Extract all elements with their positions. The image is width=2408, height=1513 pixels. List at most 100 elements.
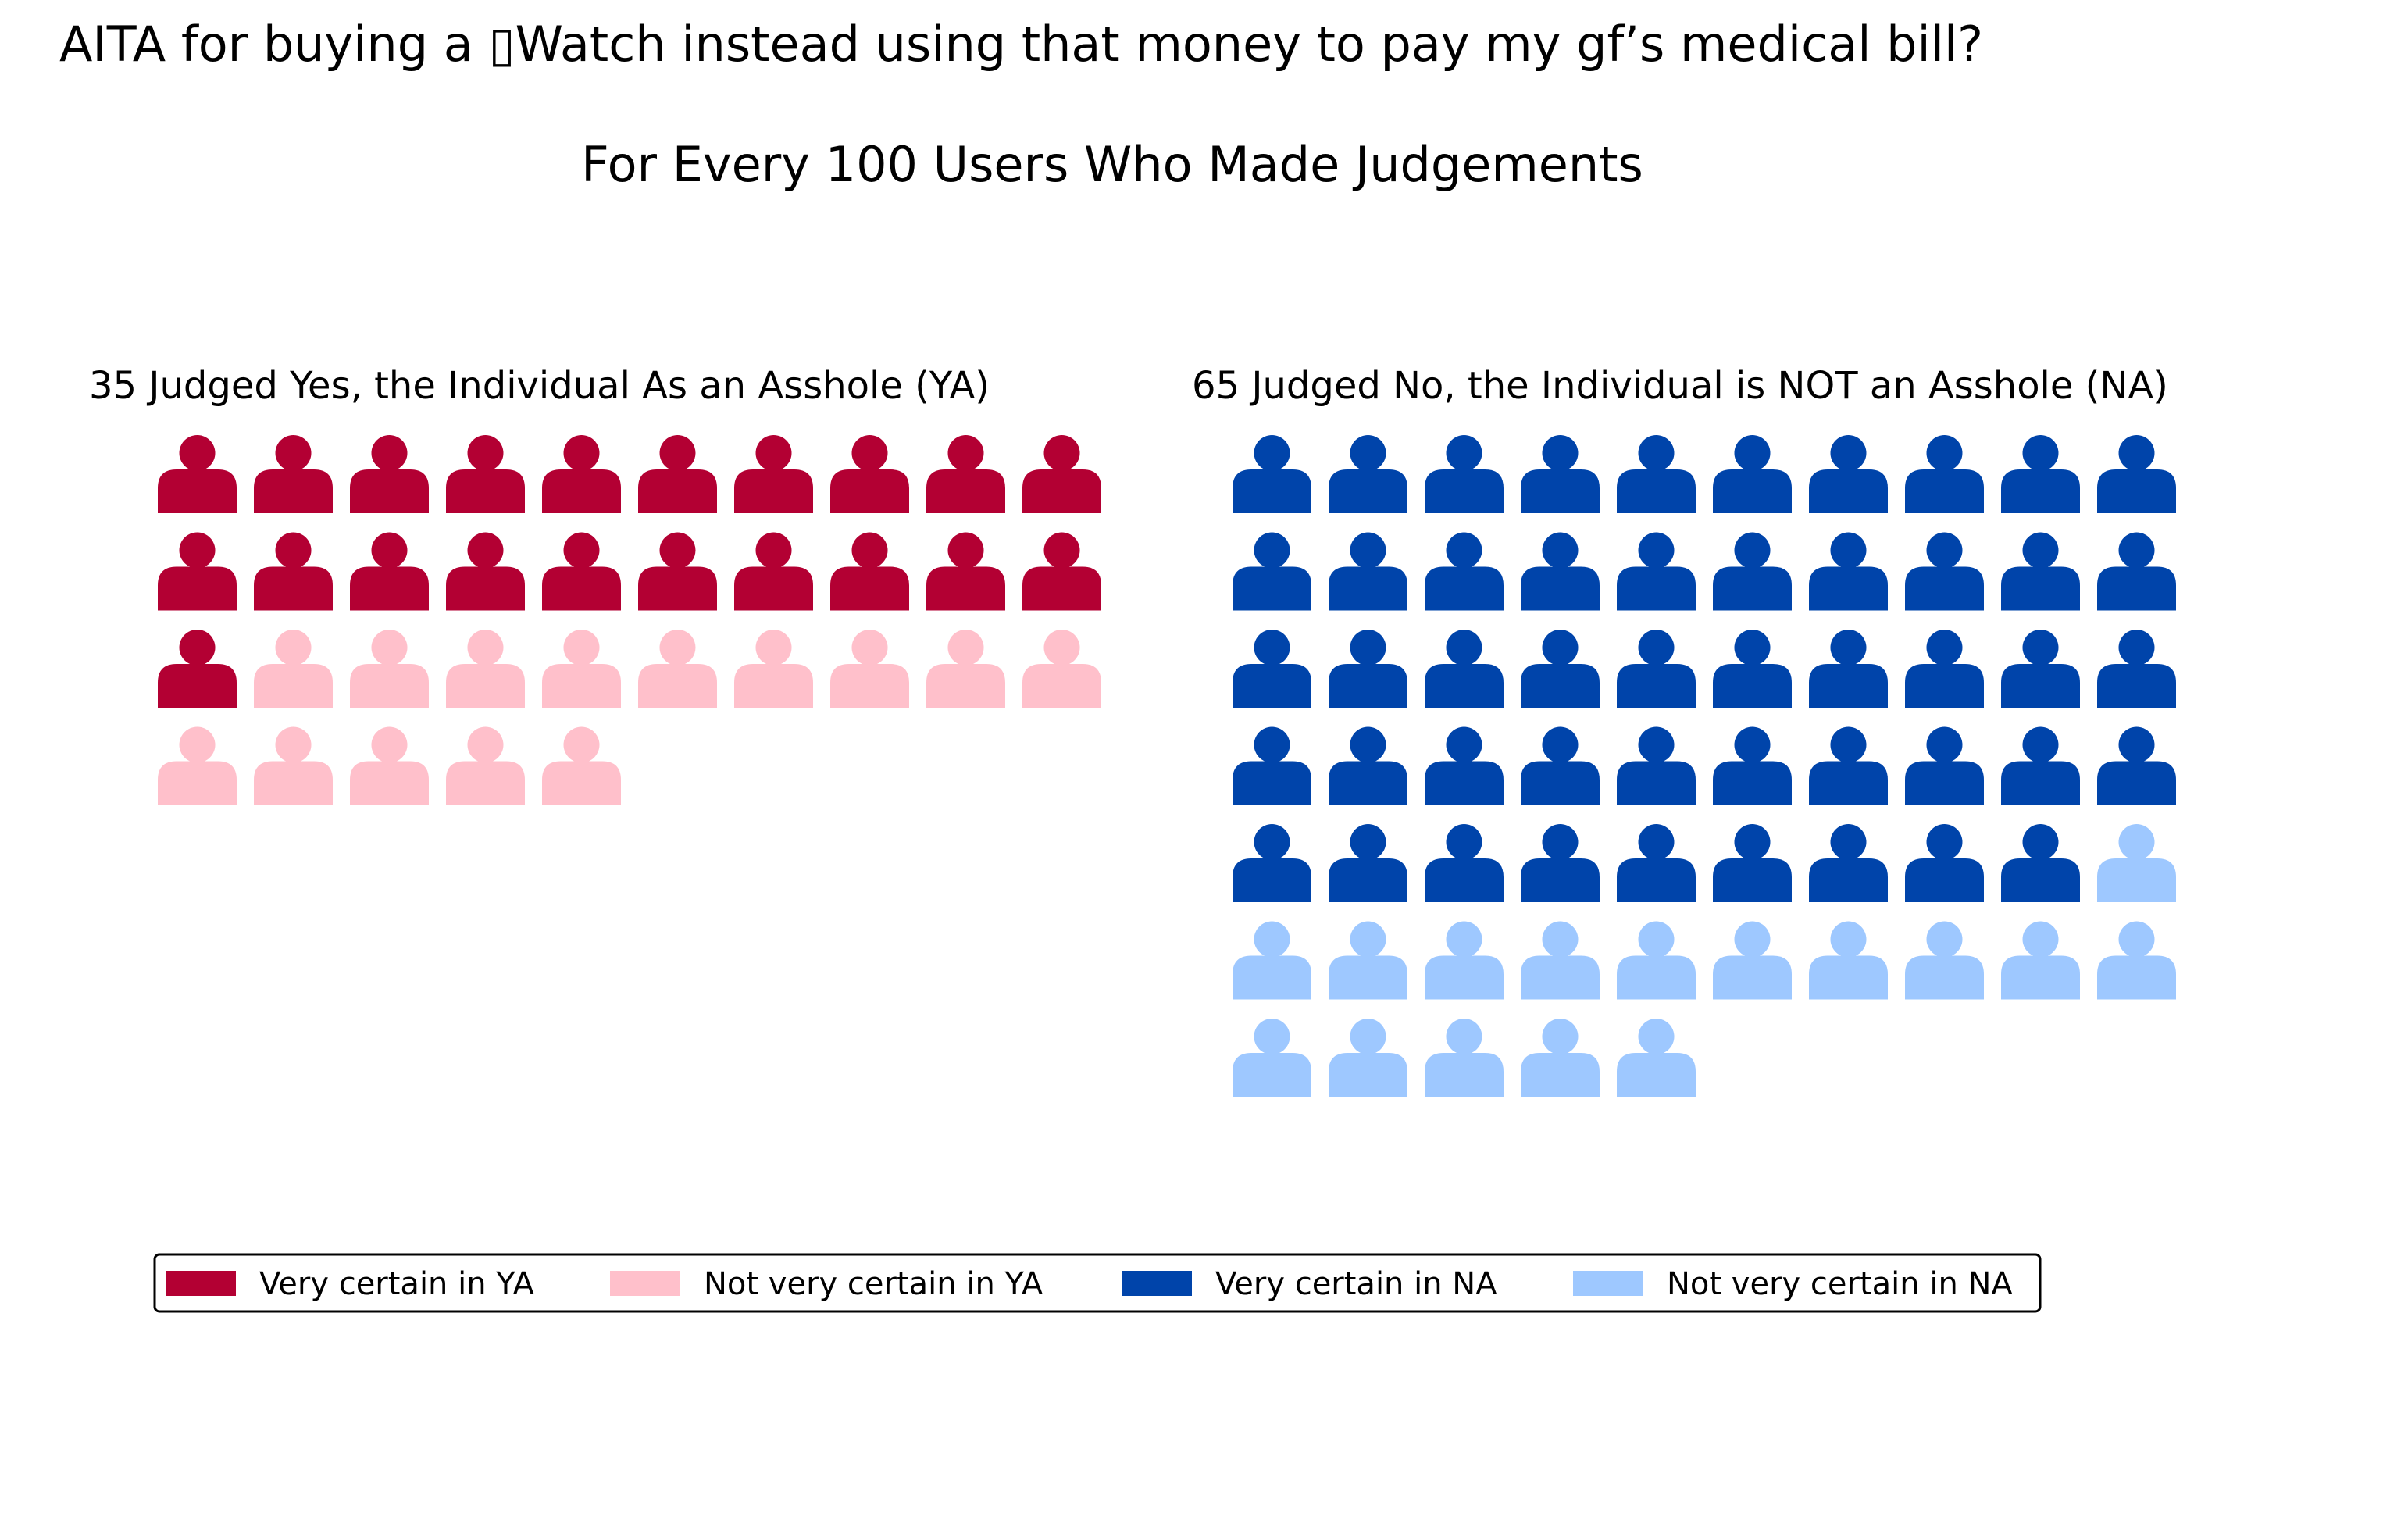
person-icon [2001,726,2080,805]
person-icon [1809,921,1888,1000]
person-icon [1617,824,1696,902]
person-icon [254,532,333,611]
person-icon [638,435,717,513]
icon-grid-ya [158,435,1101,805]
person-icon [1713,726,1792,805]
person-icon [1425,532,1504,611]
person-icon [1329,921,1407,1000]
person-icon [1713,435,1792,513]
icon-grid-na [1233,435,2176,1097]
person-icon [1905,532,1984,611]
person-icon [1905,726,1984,805]
person-icon [1329,824,1407,902]
person-icon [446,630,525,708]
person-icon [542,630,621,708]
person-icon [1329,435,1407,513]
person-icon [158,532,237,611]
person-icon [2097,921,2176,1000]
person-icon [1905,921,1984,1000]
person-icon [1329,1019,1407,1097]
person-icon [1233,921,1311,1000]
legend-label-very-certain-ya: Very certain in YA [259,1266,535,1302]
person-icon [638,532,717,611]
person-icon [2001,435,2080,513]
person-icon [830,532,909,611]
person-icon [1617,532,1696,611]
person-icon [926,435,1005,513]
person-icon [2097,630,2176,708]
person-icon [1521,726,1600,805]
person-icon [254,726,333,805]
person-icon [638,630,717,708]
person-icon [1617,435,1696,513]
person-icon [2001,824,2080,902]
person-icon [1905,435,1984,513]
person-icon [2097,824,2176,902]
person-icon [1425,630,1504,708]
person-icon [1521,1019,1600,1097]
person-icon [2001,532,2080,611]
person-icon [1425,726,1504,805]
person-icon [2097,726,2176,805]
person-icon [446,435,525,513]
person-icon [1233,726,1311,805]
person-icon [1809,824,1888,902]
group-title-ya: 35 Judged Yes, the Individual As an Assh… [89,364,990,408]
person-icon [350,726,429,805]
legend-swatch-not-very-certain-na [1573,1271,1643,1296]
person-icon [1425,1019,1504,1097]
legend: Very certain in YA Not very certain in Y… [153,1253,2042,1313]
person-icon [1809,435,1888,513]
group-title-na: 65 Judged No, the Individual is NOT an A… [1192,364,2168,408]
person-icon [350,532,429,611]
person-icon [350,435,429,513]
person-icon [2097,435,2176,513]
person-icon [1905,824,1984,902]
person-icon [1425,824,1504,902]
person-icon [1617,726,1696,805]
person-icon [1617,630,1696,708]
person-icon [926,630,1005,708]
person-icon [734,435,813,513]
person-icon [1809,532,1888,611]
person-icon [542,435,621,513]
person-icon [1329,532,1407,611]
chart-title: AITA for buying a ▯Watch instead using t… [59,16,1983,73]
person-icon [1521,435,1600,513]
person-icon [1233,824,1311,902]
person-icon [1022,630,1101,708]
person-icon [446,726,525,805]
person-icon [926,532,1005,611]
person-icon [1521,921,1600,1000]
person-icon [830,630,909,708]
person-icon [350,630,429,708]
person-icon [830,435,909,513]
person-icon [1713,921,1792,1000]
person-icon [158,435,237,513]
person-icon [254,435,333,513]
person-icon [1713,824,1792,902]
person-icon [158,630,237,708]
person-icon [2001,630,2080,708]
person-icon [1022,435,1101,513]
person-icon [1521,630,1600,708]
person-icon [1521,532,1600,611]
chart-subtitle: For Every 100 Users Who Made Judgements [581,136,1643,193]
person-icon [1809,726,1888,805]
legend-frame [153,1253,2042,1313]
person-icon [542,532,621,611]
person-icon [1233,435,1311,513]
person-icon [1617,921,1696,1000]
person-icon [542,726,621,805]
person-icon [1233,532,1311,611]
legend-label-not-very-certain-na: Not very certain in NA [1667,1266,2013,1302]
person-icon [1425,921,1504,1000]
person-icon [1809,630,1888,708]
person-icon [254,630,333,708]
person-icon [1713,630,1792,708]
person-icon [1329,726,1407,805]
person-icon [1022,532,1101,611]
legend-swatch-not-very-certain-ya [610,1271,680,1296]
person-icon [2097,532,2176,611]
